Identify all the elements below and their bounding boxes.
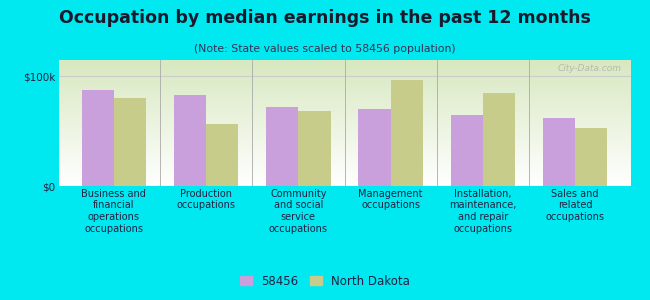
Bar xyxy=(266,107,298,186)
Bar xyxy=(298,112,331,186)
Bar xyxy=(358,109,391,186)
Bar xyxy=(575,128,608,186)
Bar xyxy=(483,93,515,186)
Bar xyxy=(114,98,146,186)
Text: City-Data.com: City-Data.com xyxy=(558,64,622,73)
Text: (Note: State values scaled to 58456 population): (Note: State values scaled to 58456 popu… xyxy=(194,44,456,53)
Bar xyxy=(391,80,423,186)
Bar xyxy=(174,95,206,186)
Bar xyxy=(206,124,239,186)
Text: Occupation by median earnings in the past 12 months: Occupation by median earnings in the pas… xyxy=(59,9,591,27)
Bar xyxy=(543,118,575,186)
Bar xyxy=(450,115,483,186)
Bar xyxy=(81,90,114,186)
Legend: 58456, North Dakota: 58456, North Dakota xyxy=(237,271,413,291)
